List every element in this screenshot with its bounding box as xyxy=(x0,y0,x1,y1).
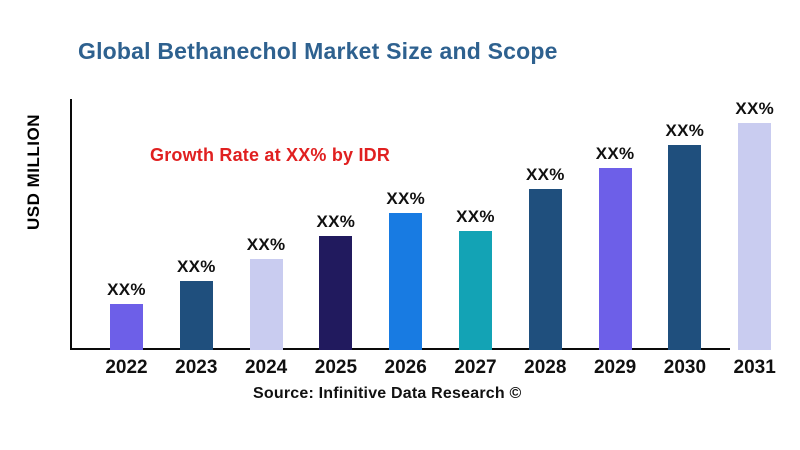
bar-value-label-2027: XX% xyxy=(456,207,495,226)
bar-value-label-2022: XX% xyxy=(107,280,146,299)
x-tick-label-2024: 2024 xyxy=(244,357,288,378)
bar-group-2027: XX% 2027 xyxy=(441,99,511,378)
bar-2031 xyxy=(738,123,772,350)
bar-value-label-2025: XX% xyxy=(316,212,356,231)
bar-2029 xyxy=(598,168,632,350)
bar-group-2026: XX% 2026 xyxy=(371,99,441,378)
x-tick-label-2031: 2031 xyxy=(733,357,776,378)
bar-2025 xyxy=(319,236,353,350)
plot-area: XX% 2022 XX% 2023 XX% 2024 XX% 2025 XX% 2026 XX% 20… xyxy=(70,99,790,378)
bar-2024 xyxy=(249,259,283,350)
bar-2027 xyxy=(459,231,492,350)
bar-group-2025: XX% 2025 xyxy=(301,99,371,378)
bar-2030 xyxy=(668,145,702,350)
bar-2028 xyxy=(528,189,562,350)
bar-group-2024: XX% 2024 xyxy=(231,99,301,378)
x-tick-label-2026: 2026 xyxy=(384,357,427,378)
bar-value-label-2026: XX% xyxy=(386,189,426,208)
bar-group-2023: XX% 2023 xyxy=(161,99,231,378)
x-tick-label-2023: 2023 xyxy=(175,357,218,378)
bar-value-label-2031: XX% xyxy=(735,99,775,118)
chart-title: Global Bethanechol Market Size and Scope xyxy=(78,38,558,64)
bar-value-label-2030: XX% xyxy=(665,121,705,140)
source-text: Source: Infinitive Data Research © xyxy=(253,385,522,402)
y-axis-label: USD MILLION xyxy=(24,114,43,230)
growth-rate-annotation: Growth Rate at XX% by IDR xyxy=(150,145,391,165)
x-tick-label-2027: 2027 xyxy=(454,357,497,378)
x-tick-label-2028: 2028 xyxy=(524,357,567,378)
x-tick-label-2030: 2030 xyxy=(663,357,707,378)
bar-2026 xyxy=(389,213,423,350)
bar-value-label-2028: XX% xyxy=(525,165,565,184)
bar-group-2028: XX% 2028 xyxy=(510,99,580,378)
bar-2022 xyxy=(110,304,143,350)
bar-value-label-2023: XX% xyxy=(176,257,216,276)
x-tick-label-2025: 2025 xyxy=(314,357,358,378)
bar-group-2031: XX% 2031 xyxy=(720,99,790,378)
bar-2023 xyxy=(179,281,213,350)
bar-value-label-2024: XX% xyxy=(246,235,286,254)
bar-value-label-2029: XX% xyxy=(595,144,635,163)
bar-group-2030: XX% 2030 xyxy=(650,99,720,378)
x-tick-label-2029: 2029 xyxy=(593,357,637,378)
bar-group-2022: XX% 2022 xyxy=(92,99,162,378)
y-axis-line xyxy=(70,99,72,350)
bar-group-2029: XX% 2029 xyxy=(580,99,650,378)
x-tick-label-2022: 2022 xyxy=(105,357,148,378)
